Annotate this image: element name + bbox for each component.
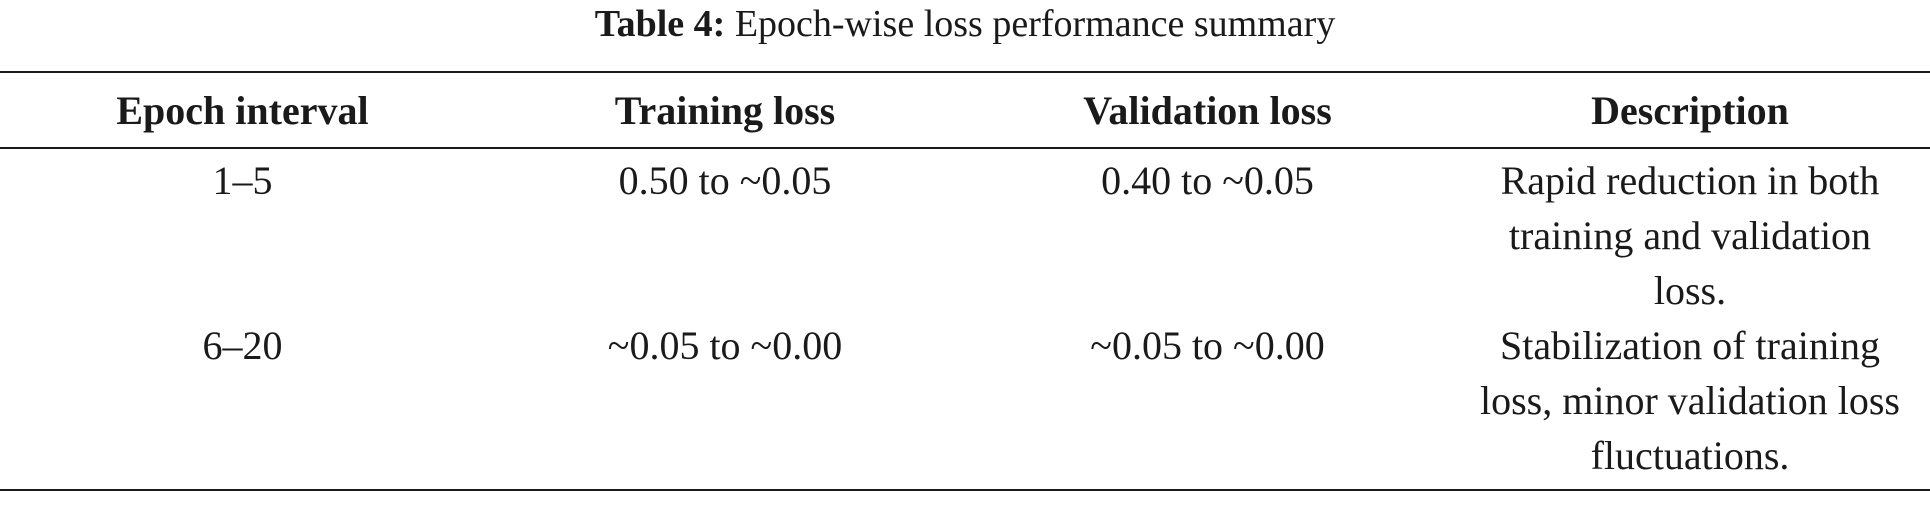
header-epoch-interval: Epoch interval xyxy=(116,87,369,133)
header-training-loss: Training loss xyxy=(614,87,836,133)
cell-validation-loss: ~0.05 to ~0.00 xyxy=(1090,323,1325,368)
cell-description: Stabilization of training loss, minor va… xyxy=(1450,318,1930,489)
header-rule xyxy=(0,147,1930,149)
table-row: 1–5 0.50 to ~0.05 0.40 to ~0.05 Rapid re… xyxy=(0,149,1930,318)
table-caption: Table 4: Epoch-wise loss performance sum… xyxy=(0,0,1930,46)
table-caption-label: Table 4: xyxy=(594,3,726,45)
loss-summary-body: 1–5 0.50 to ~0.05 0.40 to ~0.05 Rapid re… xyxy=(0,149,1930,489)
top-rule xyxy=(0,71,1930,73)
header-validation-loss: Validation loss xyxy=(1083,87,1332,133)
description-text: Stabilization of training loss, minor va… xyxy=(1480,323,1900,478)
cell-epoch-interval: 1–5 xyxy=(212,158,273,203)
cell-training-loss: 0.50 to ~0.05 xyxy=(618,158,832,203)
bottom-rule xyxy=(0,489,1930,491)
table-row: 6–20 ~0.05 to ~0.00 ~0.05 to ~0.00 Stabi… xyxy=(0,318,1930,489)
loss-summary-table: Epoch interval Training loss Validation … xyxy=(0,73,1930,147)
header-row: Epoch interval Training loss Validation … xyxy=(0,73,1930,147)
table-caption-text: Epoch-wise loss performance summary xyxy=(725,3,1336,45)
table-container: Epoch interval Training loss Validation … xyxy=(0,71,1930,491)
description-text: Rapid reduction in both training and val… xyxy=(1500,158,1880,313)
cell-validation-loss: 0.40 to ~0.05 xyxy=(1101,158,1314,203)
header-description: Description xyxy=(1591,87,1789,133)
cell-description: Rapid reduction in both training and val… xyxy=(1450,149,1930,318)
cell-epoch-interval: 6–20 xyxy=(202,323,283,368)
cell-training-loss: ~0.05 to ~0.00 xyxy=(607,323,843,368)
